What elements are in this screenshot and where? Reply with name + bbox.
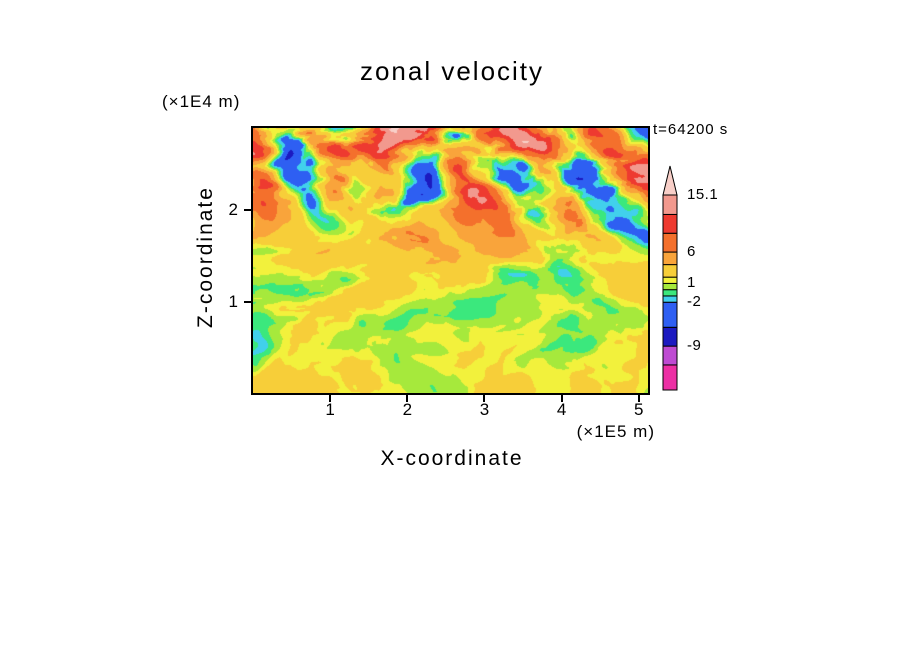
x-axis-tickmark xyxy=(637,395,640,402)
colorbar-segment xyxy=(662,276,678,284)
x-axis-tickmark xyxy=(560,395,563,402)
time-annotation: t=64200 s xyxy=(653,121,729,138)
colorbar-segment xyxy=(662,282,678,291)
colorbar xyxy=(662,165,678,391)
y-axis-title: Z-coordinate xyxy=(194,186,217,328)
x-axis-tickmark xyxy=(329,395,332,402)
colorbar-segment xyxy=(662,326,678,347)
x-axis-tick-label: 1 xyxy=(325,400,335,419)
x-axis-tick-label: 4 xyxy=(556,400,567,419)
x-axis-tickmark xyxy=(406,395,409,402)
x-axis-tick-label: 3 xyxy=(479,400,490,419)
x-axis-title: X-coordinate xyxy=(380,447,524,470)
y-axis-tickmark xyxy=(244,300,251,303)
colorbar-segment xyxy=(662,251,678,266)
y-axis-tick-label: 2 xyxy=(228,200,238,220)
colorbar-segment xyxy=(662,295,678,303)
colorbar-tick-label: 1 xyxy=(687,274,696,292)
chart-title: zonal velocity xyxy=(359,56,545,86)
y-axis-tickmark xyxy=(244,209,251,212)
colorbar-segment xyxy=(662,232,678,253)
colorbar-segment xyxy=(662,301,678,328)
colorbar-segment xyxy=(662,213,678,234)
colorbar-segment xyxy=(662,194,678,215)
colorbar-tick-label: -9 xyxy=(687,337,702,355)
colorbar-segment xyxy=(662,364,678,391)
x-axis-tick-label: 5 xyxy=(634,400,644,419)
colorbar-segment xyxy=(662,264,678,278)
colorbar-segment xyxy=(662,345,678,366)
colorbar-tick-label: -2 xyxy=(687,293,702,311)
colorbar-tick-label: 6 xyxy=(687,243,696,261)
colorbar-arrow-tip xyxy=(662,165,678,196)
x-axis-tickmark xyxy=(483,395,486,402)
colorbar-tick-label: 15.1 xyxy=(687,186,719,203)
y-axis-tick-label: 1 xyxy=(228,291,238,311)
plot-frame xyxy=(251,126,650,395)
y-axis-units-label: (×1E4 m) xyxy=(162,92,241,111)
colorbar-segment xyxy=(662,289,678,297)
contour-field-canvas xyxy=(253,128,648,393)
x-axis-tick-label: 2 xyxy=(402,400,413,419)
x-axis-units-label: (×1E5 m) xyxy=(576,422,655,441)
